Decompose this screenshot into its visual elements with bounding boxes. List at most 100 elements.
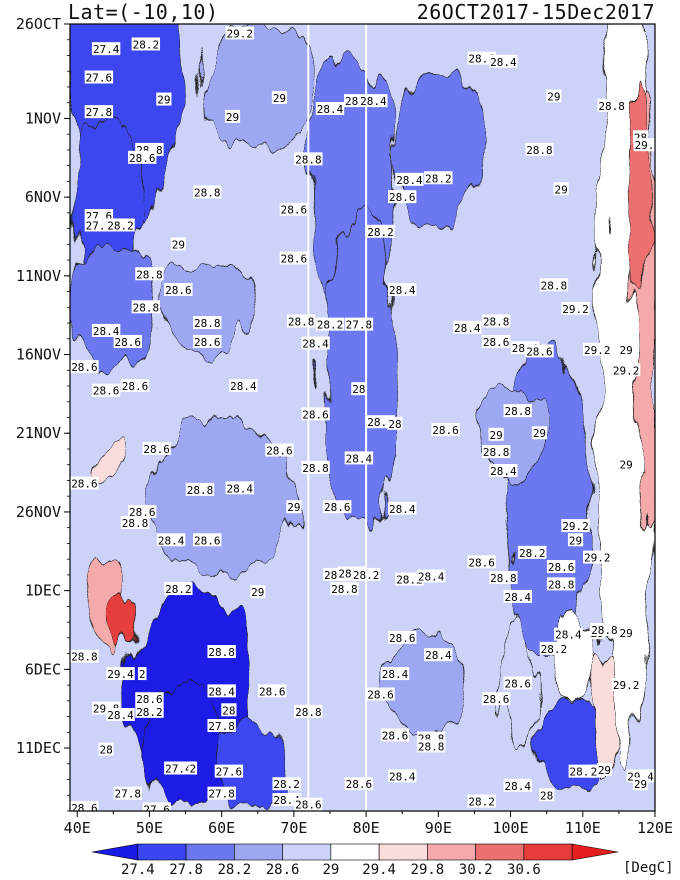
colorbar-segment [427, 843, 476, 861]
contour-label: 28.4 [226, 482, 253, 495]
contour-label-bg [225, 481, 254, 495]
contour-label: 28 [388, 418, 401, 431]
contour-label-bg [225, 26, 254, 40]
temperature-field [70, 24, 655, 811]
contour-label: 29 [287, 501, 300, 514]
contour-label-bg [286, 314, 316, 328]
contour-label-bg [193, 185, 222, 199]
contour-label-bg [193, 334, 222, 348]
contour-label: 28.6 [71, 361, 98, 374]
x-tick-label: 90E [425, 819, 452, 837]
contour-label: 28.6 [367, 689, 394, 702]
contour-label-bg [188, 761, 198, 775]
contour-label-bg [207, 786, 236, 800]
contour-label: 29.2 [562, 520, 589, 533]
contour-label: 28.6 [71, 802, 98, 815]
x-tick-label: 50E [136, 819, 163, 837]
contour-label: 28.8 [194, 186, 221, 199]
contour-label-bg [214, 764, 244, 778]
contour-label-bg [395, 572, 424, 586]
contour-label: 28.6 [281, 204, 308, 217]
contour-label-bg [488, 427, 504, 441]
contour-label-bg [481, 314, 511, 328]
contour-label-bg [315, 101, 345, 115]
contour-label: 28.4 [454, 322, 481, 335]
contour-label: 29.2 [613, 364, 640, 377]
contour-label: 29 [489, 429, 502, 442]
contour-label-bg [294, 704, 323, 718]
contour-label: 27.6 [143, 803, 170, 816]
contour-label-bg [632, 777, 649, 791]
contour-label: 28.4 [273, 794, 300, 807]
contour-label: 28.8 [194, 317, 221, 330]
contour-label-bg [120, 515, 150, 529]
contour-label-bg [279, 251, 309, 265]
contour-label-bg [489, 571, 518, 585]
contour-label: 28.2 [133, 38, 160, 51]
contour-label-bg [323, 500, 352, 514]
contour-label-bg [272, 777, 301, 791]
field-region [380, 637, 468, 733]
contour-label: 28.8 [598, 100, 625, 113]
contour-label: 28.4 [382, 668, 409, 681]
contour-label: 27.6 [86, 72, 113, 85]
contour-label: 28.2 [317, 319, 344, 332]
contour-label-bg [611, 363, 641, 377]
contour-label-bg [539, 788, 555, 802]
contour-label: 29 [619, 459, 632, 472]
contour-label: 29 [554, 183, 567, 196]
contour-label: 28.6 [129, 506, 156, 519]
contour-label: 28.4 [208, 685, 235, 698]
contour-label: 28.6 [71, 478, 98, 491]
contour-label: 28.6 [483, 693, 510, 706]
contour-label-bg [106, 707, 135, 721]
contour-label-bg [301, 336, 330, 350]
contour-label-bg [561, 519, 590, 533]
colorbar-level-label: 27.8 [169, 862, 203, 878]
contour-label-bg [525, 142, 554, 156]
contour-label-bg [380, 728, 410, 742]
contour-label: 28.4 [360, 95, 387, 108]
contour-label: 28.8 [591, 624, 618, 637]
contour-label-bg [164, 761, 193, 775]
contour-label-bg [518, 545, 547, 559]
contour-label: 28.6 [505, 678, 532, 691]
contour-label: 28 [352, 383, 365, 396]
field-region [149, 417, 295, 576]
colorbar-segment [475, 843, 525, 861]
contour-label: 29.6 [635, 139, 662, 152]
contour-label-bg [597, 98, 626, 112]
contour-label: 28.4 [505, 780, 532, 793]
contour-label-bg [453, 320, 482, 334]
contour-label: 29 [226, 111, 239, 124]
contour-label: 28.2 [353, 569, 380, 582]
contour-label-bg [344, 777, 374, 791]
contour-label: 28.8 [490, 572, 517, 585]
contour-label: 29 [619, 627, 632, 640]
contour-label: 28.6 [389, 191, 416, 204]
colorbar-level-label: 28.2 [217, 862, 251, 878]
contour-label: 29 [569, 534, 582, 547]
contour-label: 28.8 [208, 646, 235, 659]
contour-label-bg [207, 684, 236, 698]
contour-label-bg [137, 667, 147, 681]
contour-label-bg [503, 404, 532, 418]
contour-label: 28.2 [541, 643, 568, 656]
contour-label: 28.2 [165, 583, 192, 596]
y-tick-label: 26OCT [16, 15, 61, 33]
y-axis: 26OCT 1NOV 6NOV 11NOV 16NOV 21NOV 26NOV 1DEC 6DE… [16, 15, 70, 812]
contour-label: 28.8 [288, 315, 315, 328]
contour-label-bg [481, 334, 511, 348]
contour-label: 28.8 [295, 153, 322, 166]
contour-label-bg [481, 445, 511, 459]
contour-label-bg [185, 482, 215, 496]
contour-label-bg [156, 533, 186, 547]
contour-label-bg [567, 533, 584, 547]
contour-label-bg [142, 802, 171, 811]
contour-label: 29 [533, 427, 546, 440]
contour-label: 28.2 [273, 778, 300, 791]
contour-label: 28.4 [230, 380, 257, 393]
contour-label: 28.4 [93, 325, 120, 338]
